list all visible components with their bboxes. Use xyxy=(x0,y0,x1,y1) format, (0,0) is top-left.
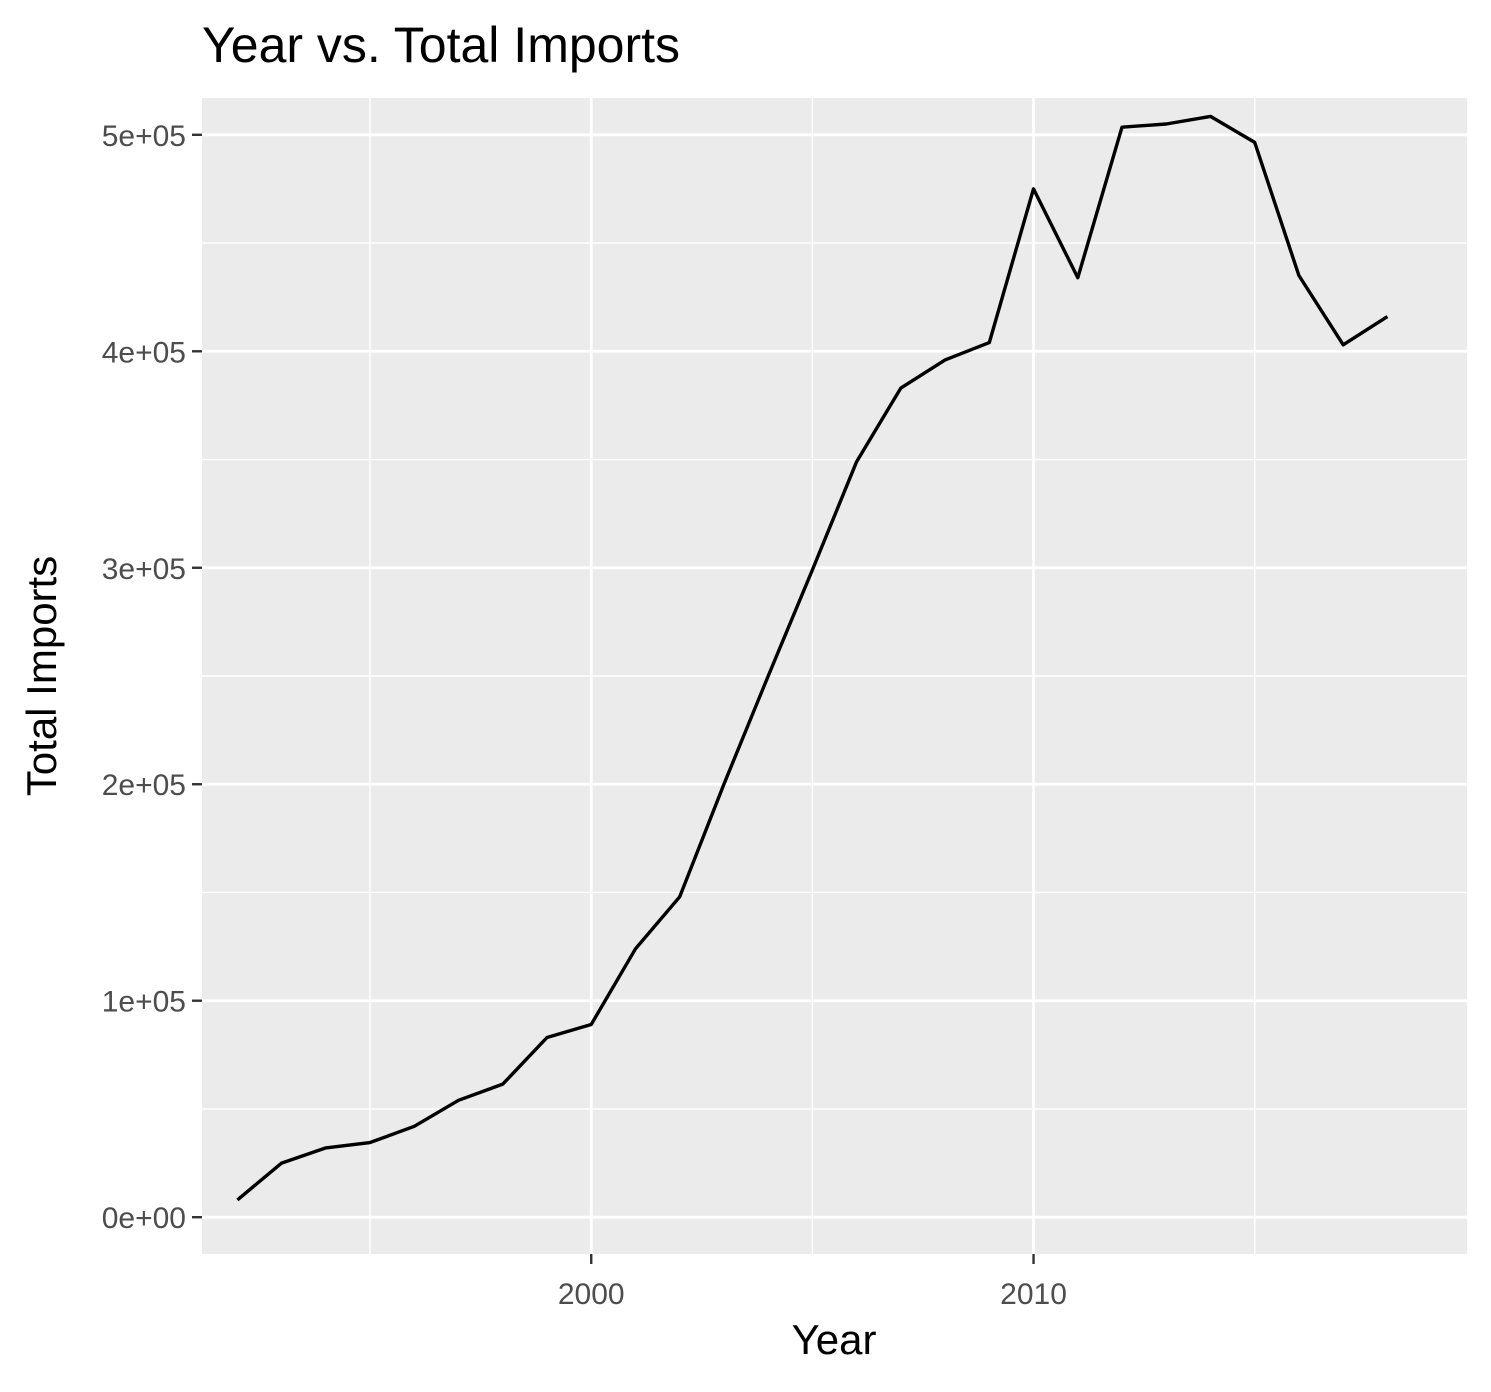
minor-gridlines xyxy=(202,98,1467,1254)
y-tick-label: 5e+05 xyxy=(102,120,186,153)
x-tick-label: 2010 xyxy=(1000,1278,1067,1311)
y-tick-label: 3e+05 xyxy=(102,553,186,586)
y-axis: 0e+00 1e+05 2e+05 3e+05 4e+05 5e+05 xyxy=(102,120,202,1235)
x-axis: 2000 2010 xyxy=(558,1254,1067,1311)
x-tick-label: 2000 xyxy=(558,1278,625,1311)
series-line xyxy=(236,114,1389,1202)
x-axis-title: Year xyxy=(792,1316,877,1363)
y-tick-label: 2e+05 xyxy=(102,769,186,802)
y-axis-title: Total Imports xyxy=(18,556,65,796)
y-tick-label: 0e+00 xyxy=(102,1202,186,1235)
chart-title: Year vs. Total Imports xyxy=(202,17,680,73)
y-tick-label: 1e+05 xyxy=(102,986,186,1019)
y-tick-label: 4e+05 xyxy=(102,336,186,369)
major-gridlines xyxy=(202,98,1467,1254)
series-layer xyxy=(236,114,1389,1202)
